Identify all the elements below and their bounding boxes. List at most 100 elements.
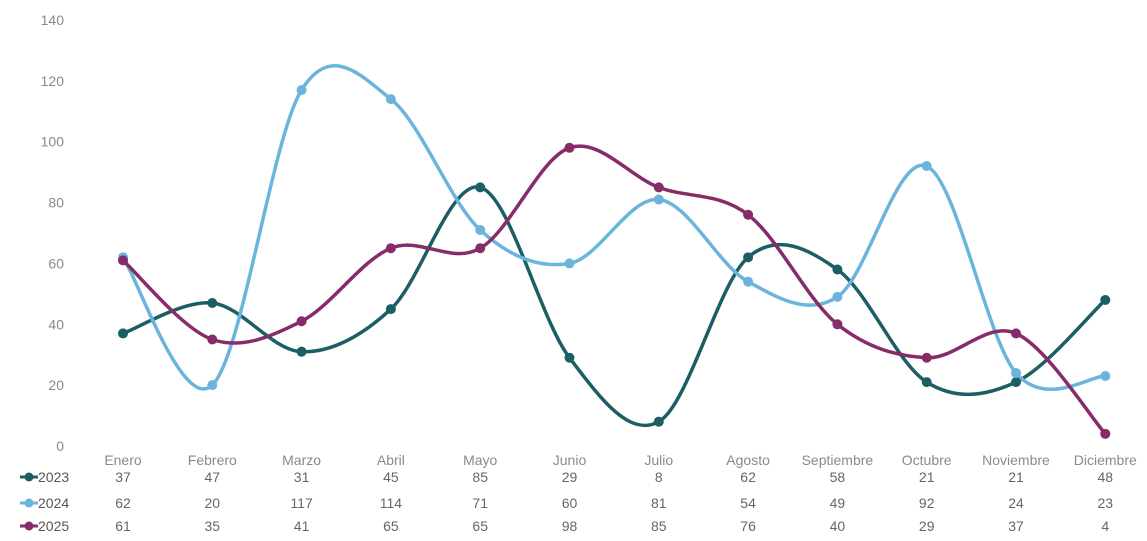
data-point-2024 [743,277,753,287]
table-cell-2023: 62 [740,469,756,485]
table-cell-2023: 21 [919,469,935,485]
table-cell-2025: 29 [919,518,935,534]
data-point-2023 [475,182,485,192]
table-cell-2024: 24 [1008,495,1024,511]
x-category-label: Mayo [463,452,497,468]
data-point-2025 [297,316,307,326]
table-cell-2025: 85 [651,518,667,534]
table-cell-2024: 81 [651,495,667,511]
table-cell-2024: 49 [830,495,846,511]
data-point-2025 [654,182,664,192]
table-cell-2024: 23 [1098,495,1114,511]
data-point-2023 [654,417,664,427]
table-cell-2025: 37 [1008,518,1024,534]
y-tick-label: 0 [56,438,64,454]
table-cell-2023: 45 [383,469,399,485]
y-tick-label: 140 [41,12,65,28]
table-cell-2023: 58 [830,469,846,485]
data-point-2023 [1011,377,1021,387]
table-cell-2023: 8 [655,469,663,485]
table-cell-2023: 48 [1098,469,1114,485]
x-category-label: Junio [553,452,587,468]
y-tick-label: 120 [41,73,65,89]
table-cell-2024: 117 [290,495,313,511]
data-point-2025 [832,319,842,329]
data-point-2023 [1100,295,1110,305]
table-cell-2024: 60 [562,495,578,511]
legend-marker-2025 [25,522,34,531]
data-point-2025 [922,353,932,363]
table-cell-2023: 85 [472,469,488,485]
table-cell-2024: 71 [472,495,488,511]
data-point-2025 [1011,328,1021,338]
table-cell-2024: 20 [205,495,221,511]
series-line-2024 [123,66,1105,389]
x-category-label: Septiembre [802,452,874,468]
data-point-2024 [297,85,307,95]
data-point-2024 [832,292,842,302]
legend-label-2025: 2025 [38,518,69,534]
table-cell-2023: 31 [294,469,310,485]
data-point-2023 [207,298,217,308]
data-point-2023 [743,252,753,262]
legend-marker-2023 [25,473,34,482]
data-point-2025 [207,335,217,345]
table-cell-2024: 114 [380,495,403,511]
data-point-2023 [297,347,307,357]
data-point-2024 [1100,371,1110,381]
data-point-2025 [475,243,485,253]
table-cell-2025: 98 [562,518,578,534]
legend-label-2023: 2023 [38,469,69,485]
table-cell-2025: 40 [830,518,846,534]
table-cell-2025: 65 [383,518,399,534]
data-point-2023 [832,265,842,275]
series-lines [123,66,1105,434]
table-cell-2025: 76 [740,518,756,534]
legend-label-2024: 2024 [38,495,69,511]
table-cell-2024: 54 [740,495,756,511]
table-cell-2023: 29 [562,469,578,485]
legend-marker-2024 [25,499,34,508]
data-point-2023 [386,304,396,314]
y-tick-label: 40 [48,316,64,332]
y-tick-label: 20 [48,377,64,393]
table-cell-2024: 92 [919,495,935,511]
y-tick-label: 60 [48,255,64,271]
data-point-2024 [207,380,217,390]
data-point-2023 [565,353,575,363]
data-point-2025 [743,210,753,220]
x-category-label: Diciembre [1074,452,1137,468]
data-point-2023 [922,377,932,387]
x-category-label: Octubre [902,452,952,468]
x-category-label: Noviembre [982,452,1050,468]
data-table: 2023 37 47 31 45 85 29 8 62 58 21 21 48 2024 62 20 117 11… [20,469,1113,534]
x-category-label: Julio [644,452,673,468]
table-cell-2023: 21 [1008,469,1024,485]
y-axis: 0 20 40 60 80 100 120 140 [41,12,65,454]
table-cell-2023: 37 [115,469,131,485]
series-points [118,85,1110,439]
x-axis: Enero Febrero Marzo Abril Mayo Junio Julio Agos… [104,452,1137,468]
table-cell-2025: 65 [472,518,488,534]
table-cell-2025: 4 [1101,518,1109,534]
table-cell-2025: 35 [205,518,221,534]
table-cell-2025: 41 [294,518,310,534]
table-cell-2024: 62 [115,495,131,511]
x-category-label: Febrero [188,452,237,468]
table-cell-2025: 61 [115,518,131,534]
x-category-label: Abril [377,452,405,468]
y-tick-label: 80 [48,195,64,211]
data-point-2025 [565,143,575,153]
table-cell-2023: 47 [205,469,221,485]
x-category-label: Enero [104,452,142,468]
data-point-2024 [475,225,485,235]
x-category-label: Agosto [726,452,770,468]
data-point-2025 [1100,429,1110,439]
data-point-2023 [118,328,128,338]
data-point-2025 [386,243,396,253]
data-point-2024 [1011,368,1021,378]
data-point-2024 [386,94,396,104]
data-point-2024 [565,258,575,268]
y-tick-label: 100 [41,134,65,150]
